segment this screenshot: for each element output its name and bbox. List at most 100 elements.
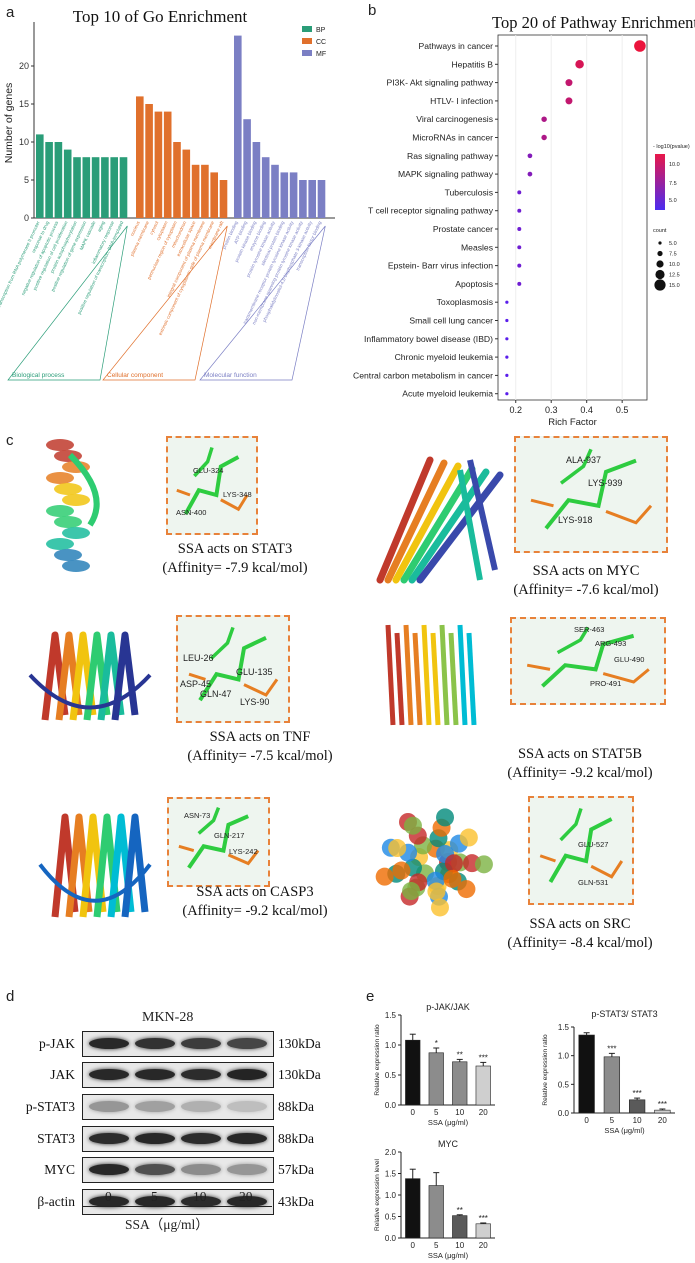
binding-site-zoom: ASN-73 GLN-217 LYS-242 <box>167 797 270 887</box>
bar-chart-title: p-STAT3/ STAT3 <box>591 1009 657 1019</box>
pathway-dot <box>575 60 584 69</box>
pathway-dot <box>541 134 547 141</box>
go-legend-label: BP <box>316 27 326 34</box>
blot-xlabel: SSA（μg/ml） <box>125 1217 209 1232</box>
go-bar <box>110 157 118 218</box>
go-category-label: plasma membrane <box>129 220 150 257</box>
helix-segment <box>46 472 74 484</box>
loop <box>28 673 152 710</box>
go-bar <box>136 96 144 218</box>
go-bar <box>173 142 181 218</box>
blot-band <box>227 1133 267 1144</box>
docking-caption-title: SSA acts on MYC <box>532 563 640 579</box>
domain-blob <box>427 882 446 901</box>
residue-stick <box>530 498 554 508</box>
bar-x-tick-label: 0 <box>411 1241 416 1250</box>
helix-segment <box>385 624 396 726</box>
bar-y-tick-label: 1.5 <box>558 1023 570 1032</box>
blot-band <box>135 1101 175 1112</box>
bar-y-tick-label: 2.0 <box>385 1148 397 1157</box>
bar-y-tick-label: 1.5 <box>385 1170 397 1179</box>
bar <box>578 1034 595 1114</box>
go-y-tick-label: 0 <box>24 213 29 223</box>
bar-x-label: SSA (μg/ml) <box>428 1118 469 1127</box>
helix-segment <box>62 494 90 506</box>
domain-blob <box>430 898 449 917</box>
blot-kda-label: 57kDa <box>278 1162 314 1177</box>
docking-caption-title: SSA acts on TNF <box>209 729 311 745</box>
pathway-category-label: Apoptosis <box>455 279 493 289</box>
bar <box>475 1223 491 1239</box>
go-bar <box>299 180 307 218</box>
bar-y-label: Relative expression ratio <box>542 1034 549 1106</box>
colorbar <box>655 154 665 210</box>
domain-blob <box>459 828 478 847</box>
bar-x-tick-label: 5 <box>434 1241 439 1250</box>
go-bar <box>101 157 109 218</box>
go-group-bracket <box>199 225 326 381</box>
residue-label: SER-463 <box>574 625 605 634</box>
bar-x-tick-label: 10 <box>633 1116 642 1125</box>
blot-band <box>135 1164 175 1175</box>
residue-label: GLN-47 <box>200 689 232 699</box>
significance-marker: * <box>435 1039 438 1048</box>
bar <box>475 1065 491 1106</box>
residue-label: GLN-531 <box>578 878 609 887</box>
size-legend-label: 15.0 <box>669 283 680 289</box>
helix-segment <box>46 505 74 517</box>
go-group-bracket <box>7 225 128 381</box>
blot-row-label: p-JAK <box>39 1036 75 1051</box>
helix-segment <box>62 560 90 572</box>
docking-caption-affinity: (Affinity= -7.9 kcal/mol) <box>162 560 308 576</box>
residue-stick <box>526 663 551 671</box>
pathway-category-label: Prostate cancer <box>433 224 493 234</box>
blot-band <box>181 1164 221 1175</box>
go-bar <box>308 180 316 218</box>
myc-bar-chart: MYC 0.0 0.5 1.0 1.5 2.0 0 5 ** 10 *** 20 SSA (μg/ml)… <box>374 1139 495 1260</box>
docking-caption-affinity: (Affinity= -7.5 kcal/mol) <box>187 748 333 764</box>
panel-letter-b: b <box>368 2 377 19</box>
pathway-x-label: Rich Factor <box>548 417 597 428</box>
blot-band <box>89 1101 129 1112</box>
go-title: Top 10 of Go Enrichment <box>73 7 248 26</box>
helix-segment <box>392 462 462 584</box>
bar-x-tick-label: 20 <box>479 1108 488 1117</box>
bar <box>428 1052 444 1106</box>
significance-marker: *** <box>658 1100 667 1109</box>
size-legend-title: count <box>653 228 667 234</box>
pathway-dot <box>505 300 509 304</box>
blot-band <box>135 1038 175 1049</box>
helix-segment <box>467 459 498 571</box>
ligand-structure-image <box>526 626 650 688</box>
pathway-dot <box>565 97 573 105</box>
binding-site-zoom: SER-463 ARG-493 GLU-490 PRO-491 <box>510 617 666 705</box>
residue-stick <box>243 678 279 697</box>
blot-row-label: MYC <box>44 1162 75 1177</box>
go-bar <box>289 172 298 218</box>
blot-lane-label: 5 <box>151 1189 158 1204</box>
go-bar <box>182 149 191 218</box>
bar-y-tick-label: 1.0 <box>558 1052 570 1061</box>
go-bar <box>261 157 270 218</box>
size-legend-label: 12.5 <box>669 273 680 279</box>
residue-stick <box>220 494 249 512</box>
colorbar-tick-label: 5.0 <box>669 198 677 204</box>
docking-caption: SSA acts on SRC (Affinity= -8.4 kcal/mol) <box>470 915 690 953</box>
pathway-dot <box>565 79 573 87</box>
pathway-title: Top 20 of Pathway Enrichment <box>492 13 695 32</box>
helix-segment <box>376 456 434 584</box>
bar-x-tick-label: 5 <box>434 1108 439 1117</box>
bar-x-tick-label: 0 <box>411 1108 416 1117</box>
blot-row-label: STAT3 <box>37 1131 75 1146</box>
protein-structure-image <box>385 624 477 726</box>
go-legend-swatch <box>302 50 312 56</box>
blot-kda-label: 130kDa <box>278 1067 321 1082</box>
go-bar <box>201 164 209 218</box>
go-legend-label: CC <box>316 39 326 46</box>
protein-structure-image <box>376 456 504 584</box>
go-group-label: Biological process <box>12 372 65 379</box>
bar <box>628 1099 646 1114</box>
panel-letter-c: c <box>6 432 14 449</box>
pathway-category-label: Inflammatory bowel disease (IBD) <box>364 334 493 344</box>
colorbar-title: - log10(pvalue) <box>653 144 690 150</box>
